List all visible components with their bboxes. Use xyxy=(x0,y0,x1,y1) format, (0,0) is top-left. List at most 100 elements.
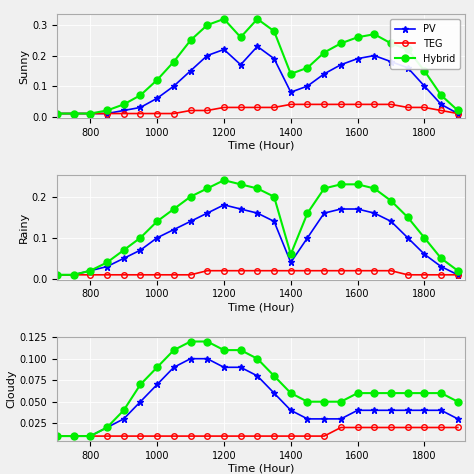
PV xyxy=(372,408,377,413)
Hybrid xyxy=(121,408,127,413)
PV xyxy=(355,408,360,413)
Hybrid xyxy=(288,390,293,396)
TEG xyxy=(71,272,76,278)
TEG xyxy=(438,425,444,430)
PV xyxy=(221,46,227,52)
PV xyxy=(171,227,177,232)
PV xyxy=(154,95,160,101)
PV xyxy=(372,210,377,216)
PV xyxy=(54,433,60,439)
PV xyxy=(87,111,93,117)
TEG xyxy=(137,111,143,117)
Hybrid xyxy=(221,16,227,22)
TEG xyxy=(71,111,76,117)
TEG xyxy=(338,425,344,430)
Hybrid xyxy=(271,194,277,200)
PV xyxy=(121,108,127,113)
TEG xyxy=(137,433,143,439)
PV xyxy=(305,416,310,422)
PV xyxy=(104,264,110,269)
Hybrid xyxy=(338,182,344,187)
PV xyxy=(238,365,244,370)
PV xyxy=(104,111,110,117)
Hybrid xyxy=(204,186,210,191)
Hybrid xyxy=(438,255,444,261)
Line: TEG: TEG xyxy=(54,425,461,439)
Line: PV: PV xyxy=(54,355,461,439)
PV xyxy=(71,272,76,278)
TEG xyxy=(421,105,427,110)
Line: Hybrid: Hybrid xyxy=(54,177,461,278)
Hybrid xyxy=(355,182,360,187)
PV xyxy=(271,219,277,224)
PV xyxy=(154,235,160,241)
TEG xyxy=(188,433,193,439)
TEG xyxy=(87,111,93,117)
TEG xyxy=(455,111,461,117)
Hybrid xyxy=(104,108,110,113)
TEG xyxy=(121,433,127,439)
PV xyxy=(188,68,193,73)
Hybrid xyxy=(455,268,461,273)
TEG xyxy=(188,272,193,278)
TEG xyxy=(154,433,160,439)
Hybrid xyxy=(321,186,327,191)
Line: TEG: TEG xyxy=(54,101,461,116)
PV xyxy=(255,373,260,379)
TEG xyxy=(388,101,394,107)
Hybrid xyxy=(104,425,110,430)
Y-axis label: Rainy: Rainy xyxy=(19,212,29,243)
TEG xyxy=(238,433,244,439)
Hybrid xyxy=(305,399,310,404)
TEG xyxy=(271,105,277,110)
TEG xyxy=(372,268,377,273)
Hybrid xyxy=(321,50,327,55)
PV xyxy=(305,235,310,241)
PV xyxy=(455,111,461,117)
PV xyxy=(405,408,410,413)
TEG xyxy=(221,268,227,273)
PV xyxy=(204,53,210,58)
PV xyxy=(154,382,160,387)
PV xyxy=(87,433,93,439)
TEG xyxy=(338,268,344,273)
PV xyxy=(221,365,227,370)
Hybrid xyxy=(255,356,260,362)
PV xyxy=(421,251,427,257)
TEG xyxy=(438,272,444,278)
TEG xyxy=(121,111,127,117)
TEG xyxy=(305,268,310,273)
PV xyxy=(255,44,260,49)
TEG xyxy=(305,433,310,439)
TEG xyxy=(221,105,227,110)
PV xyxy=(405,235,410,241)
Hybrid xyxy=(271,28,277,34)
PV xyxy=(188,356,193,362)
TEG xyxy=(238,105,244,110)
Hybrid xyxy=(405,46,410,52)
TEG xyxy=(438,108,444,113)
PV xyxy=(438,264,444,269)
TEG xyxy=(405,105,410,110)
TEG xyxy=(405,272,410,278)
TEG xyxy=(104,111,110,117)
PV xyxy=(271,390,277,396)
PV xyxy=(137,399,143,404)
Hybrid xyxy=(154,365,160,370)
TEG xyxy=(154,272,160,278)
TEG xyxy=(421,425,427,430)
PV xyxy=(405,65,410,71)
Hybrid xyxy=(438,92,444,98)
Hybrid xyxy=(372,31,377,37)
PV xyxy=(221,202,227,208)
TEG xyxy=(154,111,160,117)
Hybrid xyxy=(54,433,60,439)
Hybrid xyxy=(87,268,93,273)
TEG xyxy=(338,101,344,107)
PV xyxy=(388,408,394,413)
Hybrid xyxy=(355,35,360,40)
Hybrid xyxy=(121,247,127,253)
TEG xyxy=(87,433,93,439)
TEG xyxy=(171,111,177,117)
Hybrid xyxy=(238,347,244,353)
